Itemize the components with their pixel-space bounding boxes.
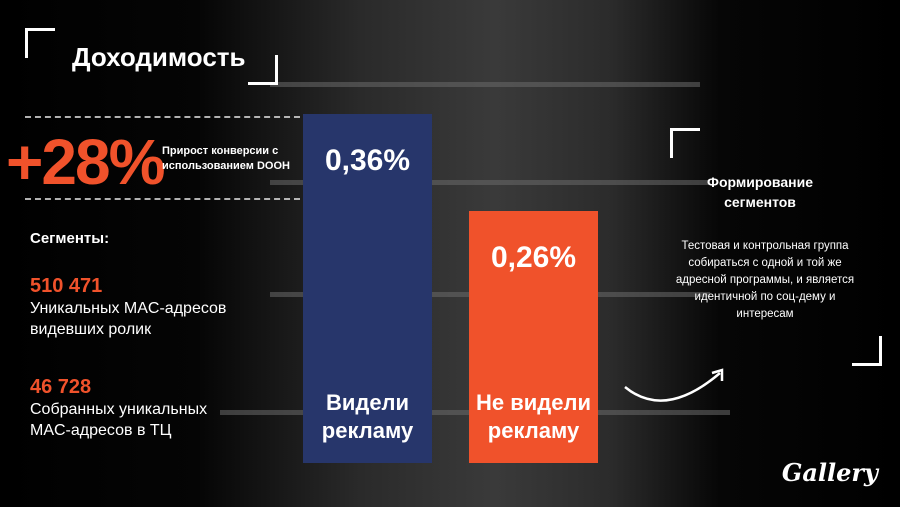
segment-item: 510 471 Уникальных MAC-адресов видевших …	[30, 275, 240, 340]
segment-text: Уникальных MAC-адресов видевших ролик	[30, 300, 227, 338]
corner-bracket	[852, 336, 882, 366]
right-panel-title: Формирование сегментов	[707, 174, 813, 210]
segment-item: 46 728 Собранных уникальных MAC-адресов …	[30, 376, 240, 441]
bar-category-label: Видели рекламу	[321, 390, 414, 443]
corner-bracket	[670, 128, 700, 158]
segment-number: 46 728	[30, 376, 92, 398]
curved-arrow-icon	[624, 368, 724, 402]
bar-not-seen	[469, 210, 598, 463]
bar-category-label: Не видели рекламу	[476, 390, 591, 443]
bar-value-label: 0,26%	[490, 240, 577, 274]
kpi-value: +28%	[6, 126, 165, 198]
page-title: Доходимость	[72, 42, 246, 72]
right-panel-text: Тестовая и контрольная группа собираться…	[675, 240, 855, 320]
corner-bracket	[248, 55, 278, 85]
bar-value-label: 0,36%	[324, 144, 411, 177]
gallery-logo: Gallery	[781, 458, 878, 487]
corner-bracket	[25, 28, 55, 58]
segments-heading: Сегменты:	[30, 230, 110, 247]
kpi-description: Прирост конверсии с использованием DOOH	[162, 145, 290, 172]
segment-text: Собранных уникальных MAC-адресов в ТЦ	[30, 401, 208, 439]
bar-seen	[303, 114, 432, 463]
segment-number: 510 471	[30, 275, 103, 297]
